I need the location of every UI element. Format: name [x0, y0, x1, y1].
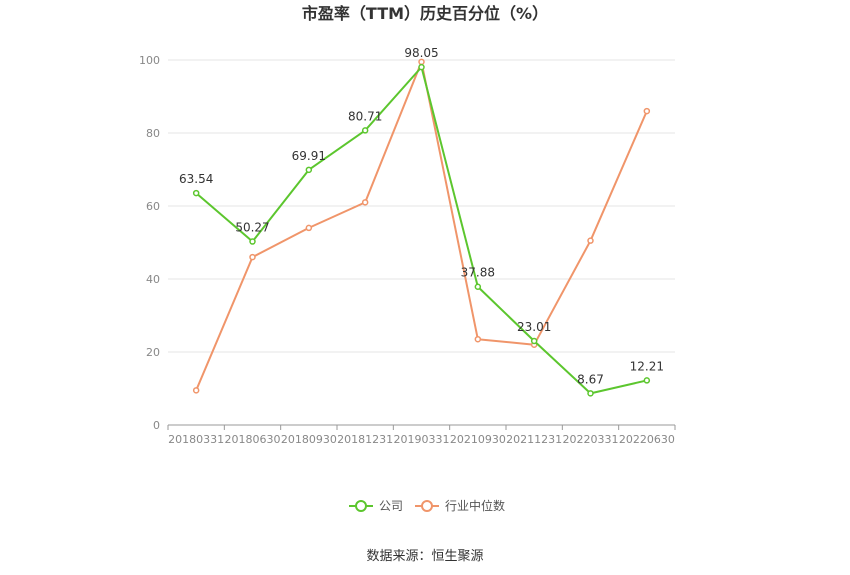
x-tick-label: 20180331: [168, 433, 224, 446]
data-label: 98.05: [404, 46, 438, 60]
legend-item-industry-median[interactable]: 行业中位数: [415, 498, 505, 513]
y-tick-label: 20: [146, 346, 160, 359]
series-industry-median: [192, 58, 651, 394]
data-point[interactable]: [192, 189, 200, 197]
data-point[interactable]: [305, 224, 313, 232]
series-lines: [192, 58, 651, 397]
legend-label: 行业中位数: [445, 498, 505, 513]
legend-item-company[interactable]: 公司: [349, 499, 403, 513]
legend-label: 公司: [379, 499, 403, 513]
data-point[interactable]: [361, 199, 369, 206]
x-tick-label: 20181231: [337, 433, 393, 446]
data-point[interactable]: [587, 390, 594, 397]
data-label: 80.71: [348, 109, 382, 123]
data-label: 63.54: [179, 172, 213, 186]
data-point[interactable]: [587, 237, 594, 244]
x-tick-label: 20220630: [619, 433, 675, 446]
data-label: 37.88: [461, 266, 495, 280]
data-label: 50.27: [235, 221, 269, 235]
data-point[interactable]: [530, 337, 538, 345]
x-tick-label: 20180930: [281, 433, 337, 446]
x-tick-label: 20180630: [225, 433, 281, 446]
data-point[interactable]: [192, 387, 200, 394]
y-tick-label: 100: [139, 54, 160, 67]
series-company: [192, 63, 651, 397]
x-tick-label: 20190331: [394, 433, 450, 446]
legend-swatch-marker: [421, 500, 433, 512]
data-label: 8.67: [577, 372, 604, 386]
data-source-note: 数据来源：恒生聚源: [366, 549, 483, 564]
data-point[interactable]: [361, 127, 369, 134]
legend[interactable]: 公司 行业中位数: [349, 498, 505, 513]
y-tick-label: 60: [146, 200, 160, 213]
data-point[interactable]: [249, 238, 256, 245]
data-point[interactable]: [249, 253, 256, 261]
legend-swatch-marker: [355, 500, 367, 512]
data-point[interactable]: [474, 283, 482, 290]
x-tick-label: 20211231: [506, 433, 562, 446]
x-tick-label: 20210930: [450, 433, 506, 446]
data-point[interactable]: [305, 166, 313, 174]
data-point[interactable]: [418, 63, 425, 71]
y-tick-label: 40: [146, 273, 160, 286]
chart-title: 市盈率（TTM）历史百分位（%）: [302, 4, 548, 23]
data-label: 69.91: [292, 149, 326, 163]
x-tick-label: 20220331: [563, 433, 619, 446]
data-point[interactable]: [643, 107, 651, 115]
data-label: 23.01: [517, 320, 551, 334]
data-labels: 63.54 50.27 69.91 80.71 98.05 37.88 23.01 8.67 1…: [179, 46, 664, 386]
data-label: 12.21: [630, 359, 664, 373]
y-tick-label: 80: [146, 127, 160, 140]
data-point[interactable]: [643, 377, 651, 384]
y-tick-label: 0: [153, 419, 160, 432]
data-point[interactable]: [474, 335, 482, 343]
grid-lines: [168, 59, 675, 353]
axes: 0 20 40 60 80 100 20180331 20180630 20180930 2018…: [139, 54, 676, 446]
